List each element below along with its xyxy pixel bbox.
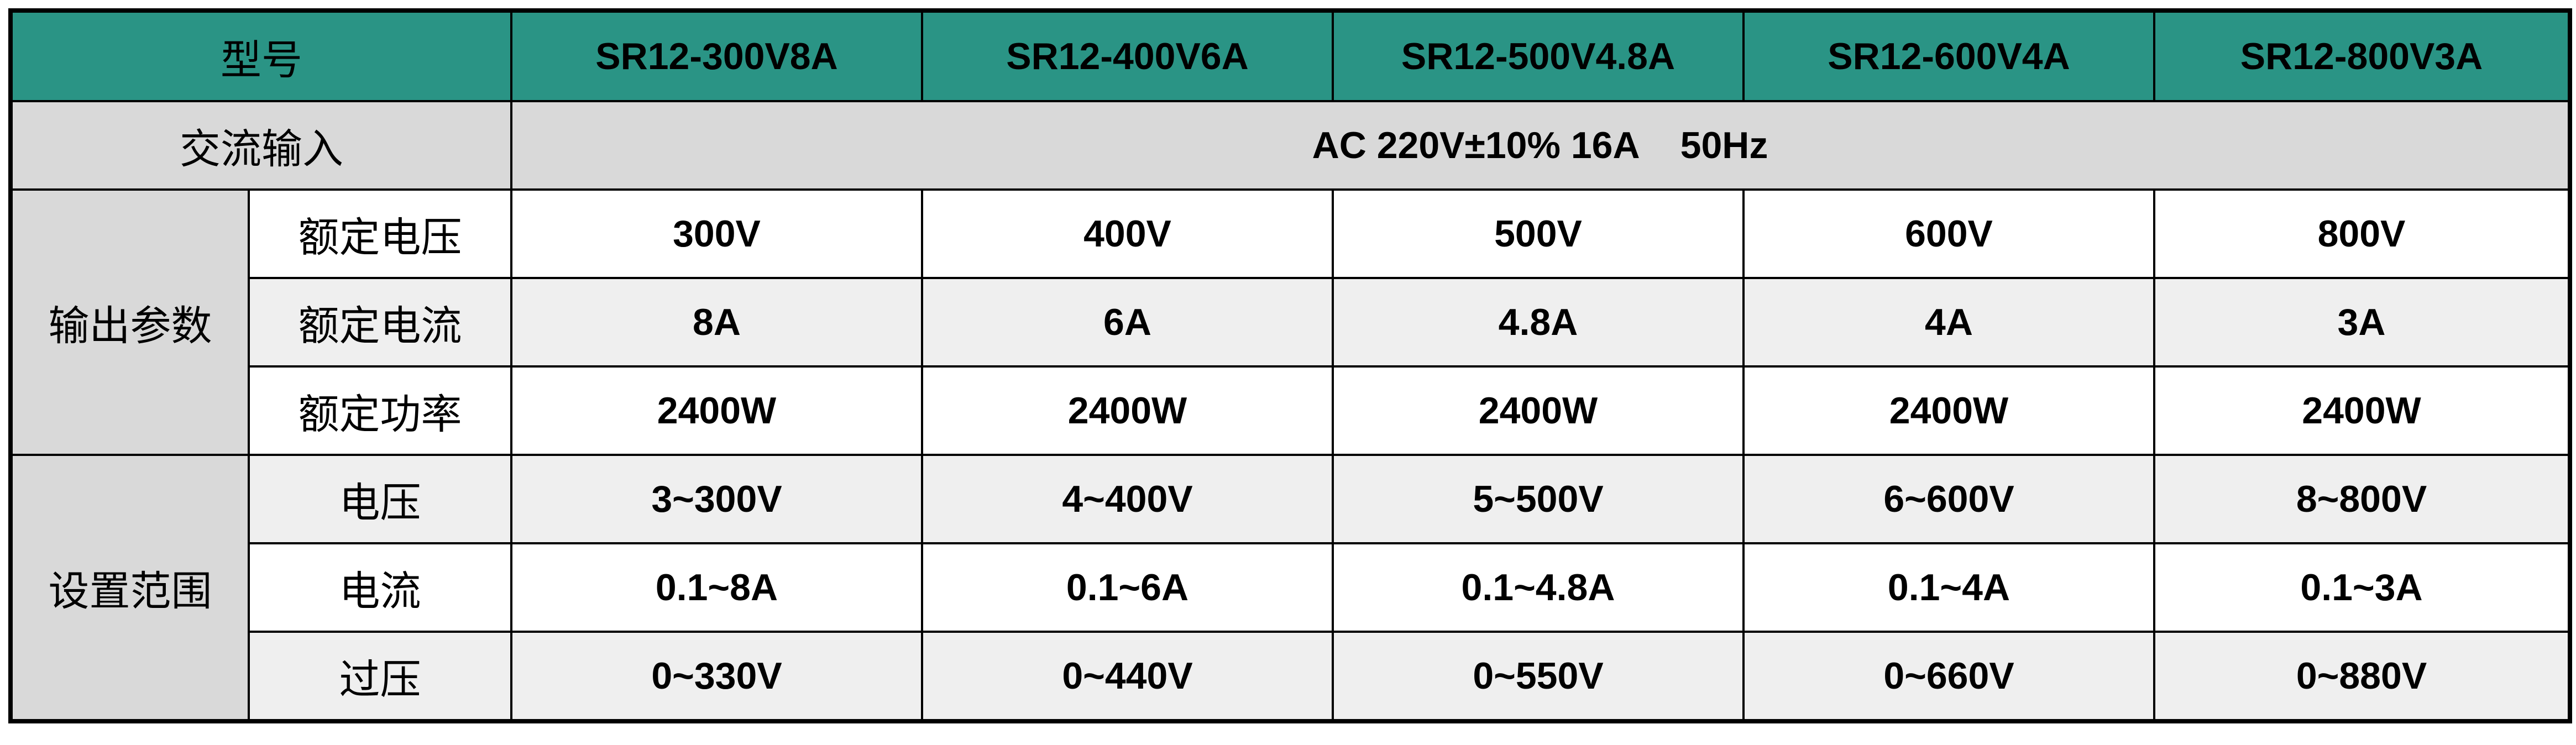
spec-value: 0.1~3A [2153,542,2571,633]
spec-row: 电流 0.1~8A 0.1~6A 0.1~4.8A 0.1~4A 0.1~3A [11,542,2571,633]
row-label: 额定电压 [248,188,512,279]
spec-value: 6~600V [1742,454,2155,544]
spec-row: 过压 0~330V 0~440V 0~550V 0~660V 0~880V [11,631,2571,722]
spec-row: 额定功率 2400W 2400W 2400W 2400W 2400W [11,365,2571,456]
spec-value: 8~800V [2153,454,2571,544]
spec-value: 0~440V [921,631,1334,722]
spec-value: 8A [510,277,923,368]
row-label: 电压 [248,454,512,544]
spec-value: 2400W [2153,365,2571,456]
model-name: SR12-300V8A [510,9,923,102]
row-label: 过压 [248,631,512,722]
table-body: 型号 SR12-300V8A SR12-400V6A SR12-500V4.8A SR1… [9,9,2571,722]
spec-value: 3~300V [510,454,923,544]
row-label: 电流 [248,542,512,633]
spec-value: 2400W [510,365,923,456]
spec-value: 0~550V [1332,631,1745,722]
spec-value: 0~880V [2153,631,2571,722]
spec-value: 3A [2153,277,2571,368]
spec-row: 输出参数 额定电压 300V 400V 500V 600V 800V [9,188,2571,456]
spec-value: 500V [1332,188,1745,279]
spec-value: 6A [921,277,1334,368]
row-label: 交流输入 [9,100,512,191]
spec-value: 2400W [1332,365,1745,456]
row-label: 额定电流 [248,277,512,368]
spec-value: 2400W [1742,365,2155,456]
spec-value: 4.8A [1332,277,1745,368]
spec-value: 300V [510,188,923,279]
spec-value: 4A [1742,277,2155,368]
spec-table-wrapper: 型号 SR12-300V8A SR12-400V6A SR12-500V4.8A SR1… [8,8,2572,723]
spec-value: 800V [2153,188,2571,279]
spec-value: 600V [1742,188,2155,279]
spec-row: 额定电流 8A 6A 4.8A 4A 3A [11,277,2571,368]
model-name: SR12-500V4.8A [1332,9,1745,102]
spec-value: 2400W [921,365,1334,456]
row-label: 额定功率 [248,365,512,456]
input-value: AC 220V±10% 16A 50Hz [510,100,2571,191]
spec-value: 5~500V [1332,454,1745,544]
model-name: SR12-800V3A [2153,9,2571,102]
spec-row: 设置范围 电压 3~300V 4~400V 5~500V 6~600V 8~800V [9,454,2571,722]
spec-value: 0~660V [1742,631,2155,722]
spec-value: 4~400V [921,454,1334,544]
group-label: 输出参数 [9,188,250,456]
header-label: 型号 [9,9,512,102]
spec-value: 0.1~6A [921,542,1334,633]
spec-table: 型号 SR12-300V8A SR12-400V6A SR12-500V4.8A SR1… [8,8,2572,723]
spec-value: 0.1~4.8A [1332,542,1745,633]
model-name: SR12-400V6A [921,9,1334,102]
group-label: 设置范围 [9,454,250,722]
spec-value: 400V [921,188,1334,279]
spec-value: 0.1~4A [1742,542,2155,633]
spec-value: 0~330V [510,631,923,722]
header-row: 型号 SR12-300V8A SR12-400V6A SR12-500V4.8A SR1… [9,9,2571,102]
input-row: 交流输入 AC 220V±10% 16A 50Hz [9,100,2571,191]
spec-value: 0.1~8A [510,542,923,633]
model-name: SR12-600V4A [1742,9,2155,102]
